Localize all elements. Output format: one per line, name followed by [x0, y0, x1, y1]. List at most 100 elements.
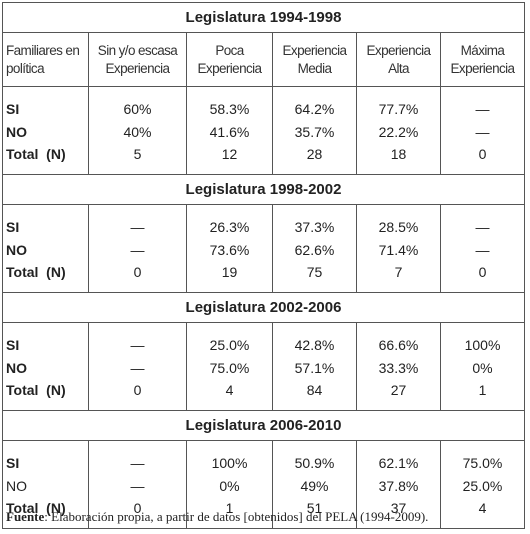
cell: 19 [186, 262, 273, 293]
cell: — [440, 86, 525, 119]
cell: 42.8% [272, 322, 357, 355]
header-cell: Experiencia Alta [356, 32, 441, 87]
cell: 37 [356, 498, 441, 529]
section: Legislatura 2006-2010 SI —100% 50.9% 62.1% 75… [2, 410, 525, 529]
header-cell: Experiencia Media [272, 32, 357, 87]
footnote: Fuente: Elaboración propia, a partir de … [6, 509, 428, 525]
cell: 0 [88, 498, 187, 529]
row-label: SI [2, 440, 89, 473]
cell: 75 [272, 262, 357, 293]
header-cell: Familiares en política [2, 32, 89, 87]
cell: 100% [440, 322, 525, 355]
cell: 41.6% [186, 119, 273, 144]
row-label: NO [2, 237, 89, 262]
row-label: Total (N) [2, 262, 89, 293]
section-title-row: Legislatura 2006-2010 [2, 410, 525, 441]
cell: 22.2% [356, 119, 441, 144]
row-label: Total (N) [2, 380, 89, 411]
data-row: Total (N) 5 12 28 18 0 [2, 144, 525, 175]
cell: 25.0% [440, 473, 525, 498]
cell: 62.1% [356, 440, 441, 473]
cell: 1 [440, 380, 525, 411]
cell: 0 [88, 262, 187, 293]
cell: 0% [186, 473, 273, 498]
cell: 49% [272, 473, 357, 498]
cell: 18 [356, 144, 441, 175]
header-cell: Sin y/o escasa Experiencia [88, 32, 187, 87]
row-label: NO [2, 473, 89, 498]
row-label: SI [2, 204, 89, 237]
cell: — [88, 440, 187, 473]
footnote-text: : Elaboración propia, a partir de datos … [44, 509, 429, 524]
cell: 28 [272, 144, 357, 175]
row-label: Total (N) [2, 498, 89, 529]
cell: 5 [88, 144, 187, 175]
cell: 37.8% [356, 473, 441, 498]
cell: 84 [272, 380, 357, 411]
section-title-row: Legislatura 1998-2002 [2, 174, 525, 205]
cell: 37.3% [272, 204, 357, 237]
section-title-row: Legislatura 1994-1998 [2, 2, 525, 33]
cell: 100% [186, 440, 273, 473]
cell: 28.5% [356, 204, 441, 237]
section-title: Legislatura 2006-2010 [2, 410, 525, 441]
cell: — [440, 119, 525, 144]
cell: 60% [88, 86, 187, 119]
cell: — [440, 237, 525, 262]
cell: 33.3% [356, 355, 441, 380]
cell: 40% [88, 119, 187, 144]
cell: 64.2% [272, 86, 357, 119]
cell: 75.0% [440, 440, 525, 473]
cell: 35.7% [272, 119, 357, 144]
cell: 7 [356, 262, 441, 293]
section-title-row: Legislatura 2002-2006 [2, 292, 525, 323]
cell: 62.6% [272, 237, 357, 262]
cell: — [88, 473, 187, 498]
data-row: Total (N) 0 4 84 27 1 [2, 380, 525, 411]
cell: 0 [440, 262, 525, 293]
data-row: NO —0% 49% 37.8% 25.0% [2, 473, 525, 498]
cell: 50.9% [272, 440, 357, 473]
data-row: NO —75.0% 57.1% 33.3% 0% [2, 355, 525, 380]
section-title: Legislatura 1998-2002 [2, 174, 525, 205]
cell: 75.0% [186, 355, 273, 380]
data-row: SI —100% 50.9% 62.1% 75.0% [2, 440, 525, 473]
section-title: Legislatura 1994-1998 [2, 2, 525, 33]
row-label: SI [2, 86, 89, 119]
cell: 0% [440, 355, 525, 380]
header-cell: Poca Experiencia [186, 32, 273, 87]
cell: 27 [356, 380, 441, 411]
cell: 73.6% [186, 237, 273, 262]
row-label: NO [2, 355, 89, 380]
cell: — [88, 355, 187, 380]
row-label: SI [2, 322, 89, 355]
data-row: SI —25.0% 42.8% 66.6% 100% [2, 322, 525, 355]
cell: 4 [186, 380, 273, 411]
row-label: NO [2, 119, 89, 144]
cell: 4 [440, 498, 525, 529]
cell: 51 [272, 498, 357, 529]
cell: — [88, 322, 187, 355]
cell: 66.6% [356, 322, 441, 355]
cell: 57.1% [272, 355, 357, 380]
cell: 0 [440, 144, 525, 175]
results-table: Legislatura 1994-1998 Familiares en polít… [2, 2, 525, 529]
cell: — [440, 204, 525, 237]
footnote-label: Fuente [6, 509, 45, 524]
data-row: SI —26.3% 37.3% 28.5% — [2, 204, 525, 237]
cell: — [88, 204, 187, 237]
data-row: NO —73.6% 62.6% 71.4% — [2, 237, 525, 262]
data-row: NO 40% 41.6% 35.7% 22.2% — [2, 119, 525, 144]
cell: 12 [186, 144, 273, 175]
cell: 0 [88, 380, 187, 411]
section: Legislatura 1994-1998 Familiares en polít… [2, 2, 525, 175]
row-label: Total (N) [2, 144, 89, 175]
data-row: Total (N) 0 1 51 37 4 [2, 498, 525, 529]
header-cell: Máxima Experiencia [440, 32, 525, 87]
cell: 71.4% [356, 237, 441, 262]
cell: 77.7% [356, 86, 441, 119]
header-row: Familiares en política Sin y/o escasa Exp… [2, 32, 525, 87]
cell: 26.3% [186, 204, 273, 237]
section: Legislatura 1998-2002 SI —26.3% 37.3% 28.5% —… [2, 174, 525, 293]
